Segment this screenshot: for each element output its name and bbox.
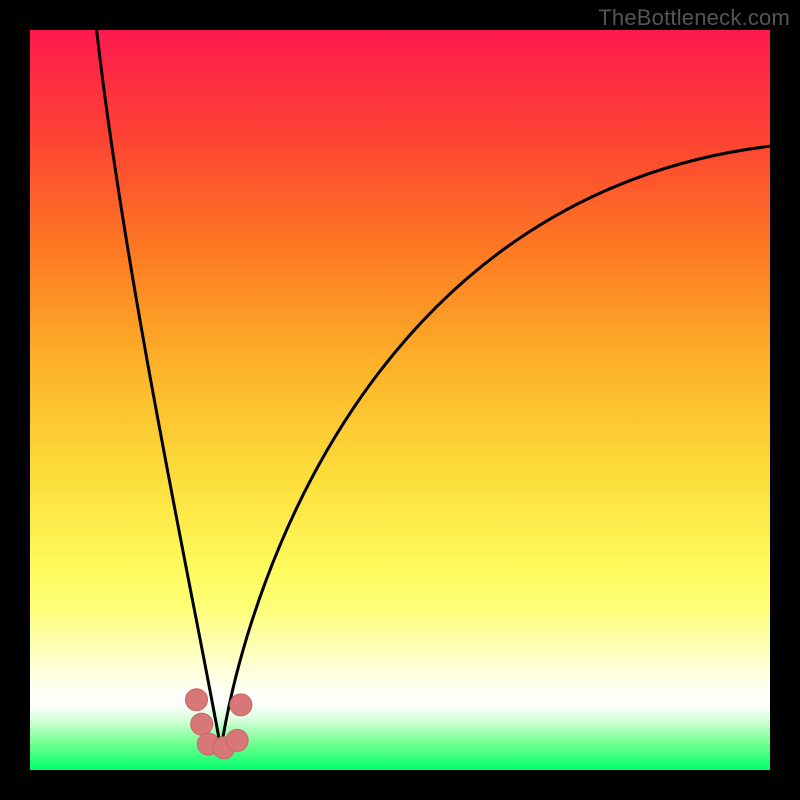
marker-point [191,713,213,735]
chart-gradient-area [30,30,770,770]
marker-point [226,729,248,751]
marker-point [186,689,208,711]
watermark-text: TheBottleneck.com [598,5,790,31]
chart-container: TheBottleneck.com [0,0,800,800]
bottleneck-chart-svg [0,0,800,800]
marker-point [230,694,252,716]
